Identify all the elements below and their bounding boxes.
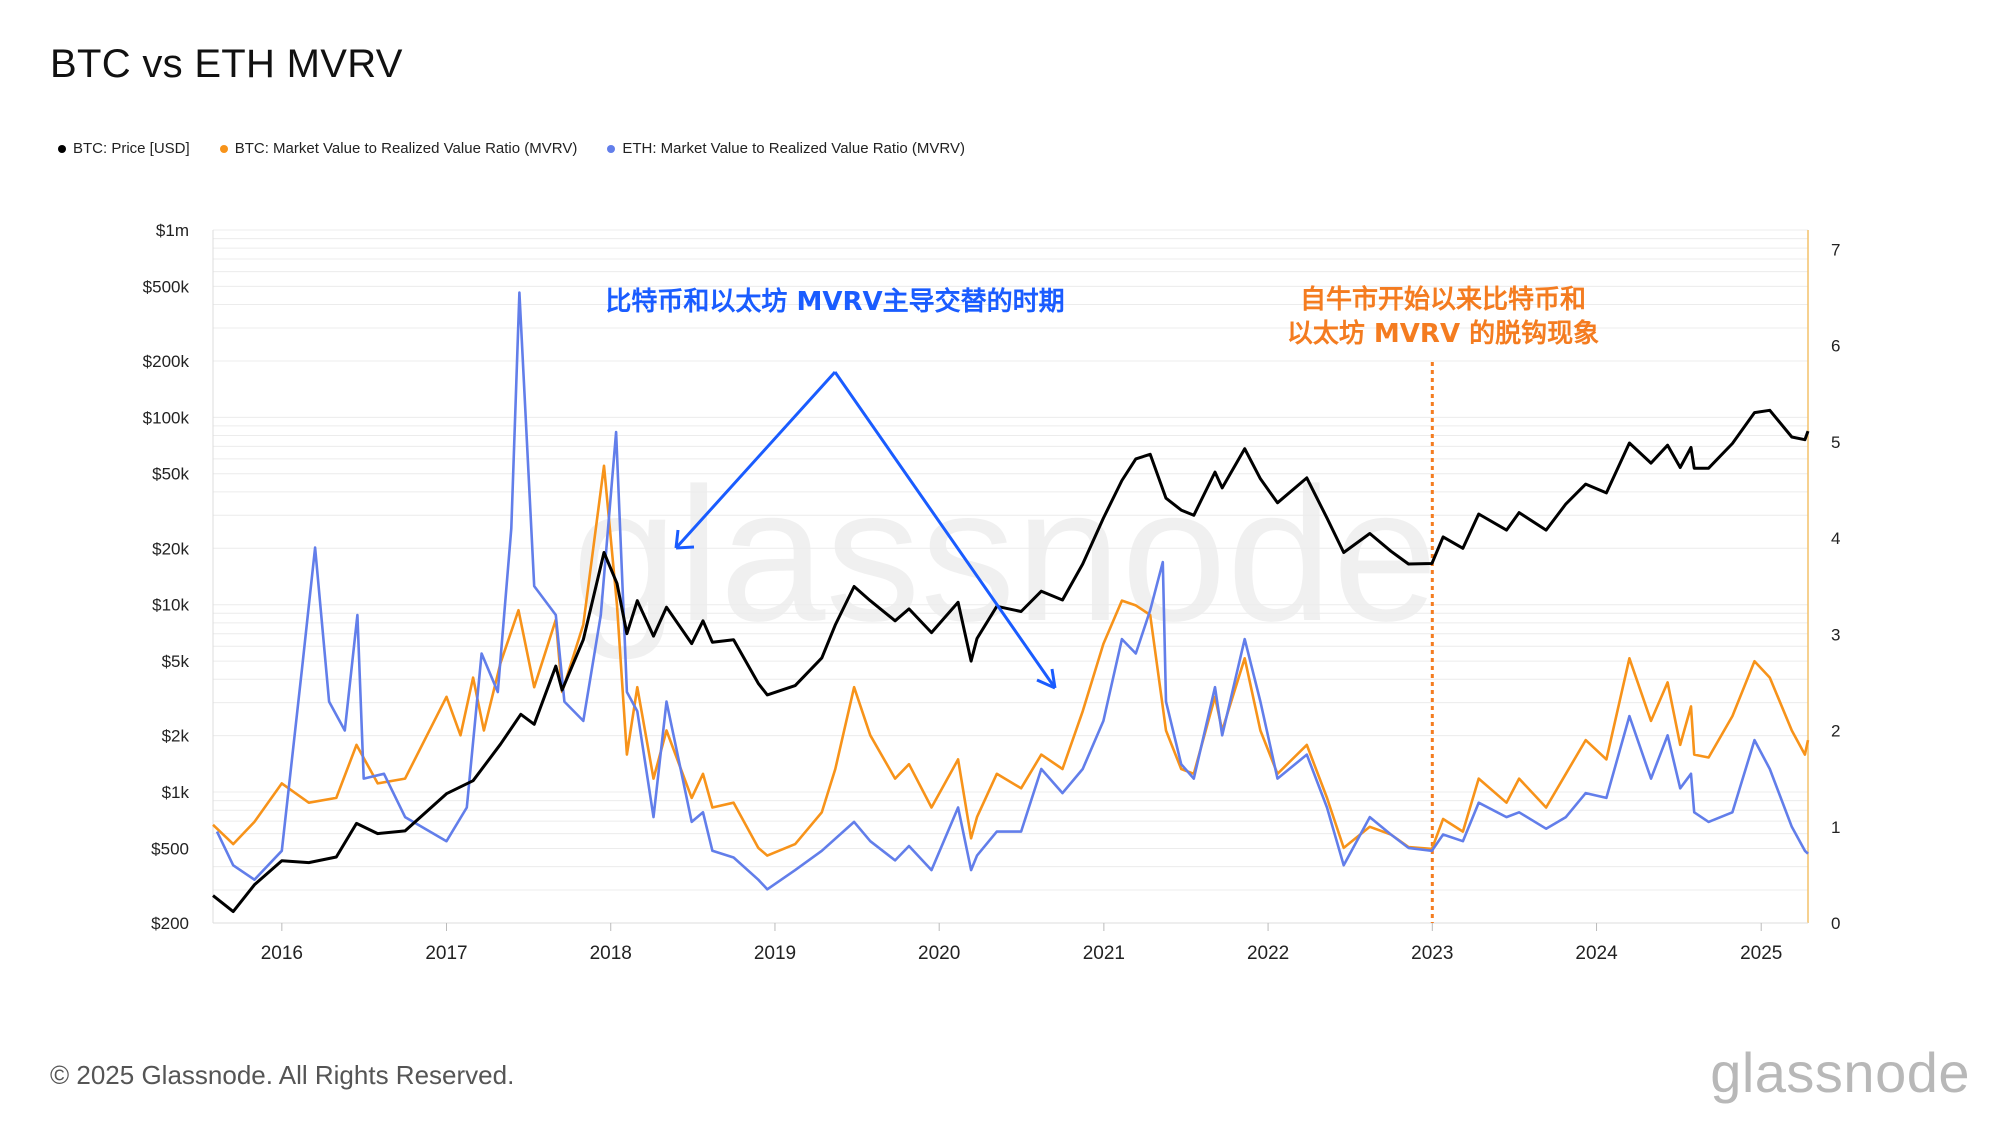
legend-item-btc-mvrv[interactable]: BTC: Market Value to Realized Value Rati…: [219, 140, 578, 157]
annotation-arrow-right: [833, 371, 1057, 690]
annotation-left-text: 比特币和以太坊 MVRV主导交替的时期: [605, 286, 1064, 317]
y-left-tick-label: $1m: [156, 221, 189, 240]
chart-title: BTC vs ETH MVRV: [50, 42, 403, 86]
series-btc-price: [212, 408, 1810, 914]
y-right-tick-label: 2: [1831, 722, 1840, 741]
legend-item-eth-mvrv[interactable]: ETH: Market Value to Realized Value Rati…: [607, 140, 965, 157]
y-right-tick-label: 4: [1831, 529, 1840, 548]
x-tick-label: 2022: [1247, 943, 1289, 964]
legend-dot-eth-mvrv: [607, 144, 616, 153]
annotation-arrow-left: [674, 370, 837, 550]
x-tick-label: 2016: [261, 943, 303, 964]
legend-label-btc-mvrv: BTC: Market Value to Realized Value Rati…: [234, 140, 578, 157]
y-axis-right: 0 1 2 3 4 5 6 7: [1831, 240, 1840, 933]
y-left-tick-label: $200k: [143, 352, 190, 371]
x-tick-label: 2021: [1083, 943, 1125, 964]
y-left-tick-label: $100k: [143, 408, 190, 427]
y-right-tick-label: 6: [1831, 337, 1840, 356]
y-left-tick-label: $50k: [152, 465, 189, 484]
annotation-right: 自牛市开始以来比特币和 以太坊 MVRV 的脱钩现象: [1287, 284, 1599, 349]
legend-dot-btc-mvrv: [219, 144, 228, 153]
legend-label-eth-mvrv: ETH: Market Value to Realized Value Rati…: [622, 140, 965, 157]
watermark: glassnode: [572, 449, 1438, 661]
annotation-left: 比特币和以太坊 MVRV主导交替的时期: [605, 286, 1065, 690]
x-tick-label: 2025: [1740, 943, 1782, 964]
legend-label-btc-price: BTC: Price [USD]: [73, 140, 190, 157]
legend: BTC: Price [USD] BTC: Market Value to Re…: [58, 140, 965, 157]
y-left-tick-label: $20k: [152, 539, 189, 558]
annotation-right-line1: 自牛市开始以来比特币和: [1300, 284, 1586, 315]
y-left-tick-label: $200: [151, 914, 189, 933]
legend-dot-btc-price: [58, 144, 66, 153]
legend-item-btc-price[interactable]: BTC: Price [USD]: [58, 140, 190, 157]
y-right-tick-label: 3: [1831, 625, 1840, 644]
y-right-tick-label: 0: [1831, 914, 1840, 933]
series-lines: [212, 291, 1810, 914]
x-tick-label: 2018: [590, 943, 632, 964]
x-tick-label: 2023: [1411, 943, 1453, 964]
y-left-tick-label: $500: [151, 839, 189, 858]
y-left-tick-label: $2k: [162, 727, 190, 746]
y-left-tick-label: $500k: [143, 277, 190, 296]
y-left-tick-label: $5k: [162, 652, 190, 671]
x-tick-label: 2019: [754, 943, 796, 964]
series-eth-mvrv: [215, 291, 1809, 891]
y-right-tick-label: 5: [1831, 433, 1840, 452]
y-left-tick-label: $10k: [152, 596, 189, 615]
grid: [212, 229, 1809, 924]
y-left-tick-label: $1k: [162, 783, 190, 802]
y-right-tick-label: 1: [1831, 818, 1840, 837]
x-tick-label: 2024: [1575, 943, 1618, 964]
brand-logo: glassnode: [1710, 1041, 1970, 1104]
x-axis: 2016 2017 2018 2019 2020 2021 2022 2023 2024 2025: [261, 923, 1782, 964]
series-btc-mvrv: [212, 464, 1810, 857]
y-right-tick-label: 7: [1831, 240, 1840, 259]
y-axis-left: $200 $500 $1k $2k $5k $10k $20k $50k $100k $200k $…: [143, 221, 190, 933]
x-tick-label: 2020: [918, 943, 960, 964]
x-tick-label: 2017: [425, 943, 467, 964]
copyright-footer: © 2025 Glassnode. All Rights Reserved.: [50, 1060, 515, 1090]
annotation-right-line2: 以太坊 MVRV 的脱钩现象: [1287, 318, 1599, 349]
